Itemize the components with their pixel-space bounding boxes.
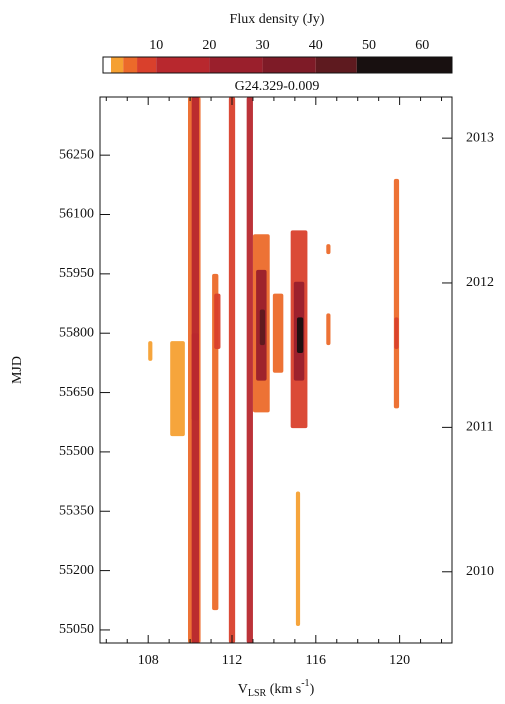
- x-tick-label: 120: [389, 653, 410, 668]
- heat-cell: [272, 293, 284, 373]
- x-tick-label: 108: [138, 653, 159, 668]
- y-tick-label: 55500: [59, 444, 94, 459]
- colorbar-segment: [315, 57, 357, 73]
- y-tick-label: 55050: [59, 622, 94, 637]
- x-axis-label: VLSR (km s-1): [238, 678, 315, 699]
- y-tick-label: 55350: [59, 503, 94, 518]
- colorbar-tick-label: 20: [202, 38, 216, 53]
- colorbar-tick-label: 30: [256, 38, 270, 53]
- plot-frame: [99, 96, 453, 644]
- heat-cell: [191, 333, 199, 421]
- x-label-sub: LSR: [248, 688, 267, 699]
- heat-cell: [394, 317, 399, 350]
- y-tick-label: 55200: [59, 563, 94, 578]
- colorbar-segment: [156, 57, 210, 73]
- colorbar-tick-label: 50: [362, 38, 376, 53]
- colorbar-frame: [102, 56, 453, 74]
- y-tick-label: 56250: [59, 147, 94, 162]
- heat-cell: [393, 178, 400, 409]
- y-tick-label: 55800: [59, 325, 94, 340]
- x-label-part: (km s: [266, 682, 301, 697]
- x-label-part: ): [310, 682, 315, 697]
- y2-tick-label: 2011: [466, 420, 493, 435]
- heat-cell: [296, 317, 304, 353]
- heat-cell: [326, 244, 331, 255]
- colorbar-segment: [209, 57, 263, 73]
- colorbar-segment: [110, 57, 124, 73]
- colorbar-tick-label: 40: [309, 38, 323, 53]
- colorbar-tick-label: 10: [149, 38, 163, 53]
- colorbar-segment: [137, 57, 157, 73]
- colorbar-segment: [262, 57, 316, 73]
- colorbar-segment: [356, 57, 452, 73]
- heat-cell: [228, 97, 236, 643]
- x-tick-label: 112: [222, 653, 242, 668]
- colorbar-segment: [103, 57, 111, 73]
- heat-cell: [148, 341, 153, 361]
- colorbar-tick-label: 60: [415, 38, 429, 53]
- x-label-sup: -1: [301, 678, 309, 689]
- y-axis-label: MJD: [10, 356, 25, 384]
- y2-tick-label: 2012: [466, 275, 494, 290]
- y2-tick-label: 2013: [466, 130, 494, 145]
- x-tick-label: 116: [306, 653, 326, 668]
- heat-cell: [246, 97, 253, 643]
- y-tick-label: 56100: [59, 207, 94, 222]
- heat-cell: [326, 313, 331, 346]
- colorbar-segment: [123, 57, 138, 73]
- heat-cell: [295, 491, 301, 626]
- heat-cell: [170, 341, 185, 437]
- y-tick-label: 55650: [59, 385, 94, 400]
- y-tick-label: 55950: [59, 266, 94, 281]
- heat-cell: [214, 293, 221, 350]
- heat-cell: [212, 273, 219, 611]
- x-label-part: V: [238, 682, 248, 697]
- chart-title: G24.329-0.009: [235, 79, 320, 94]
- y2-tick-label: 2010: [466, 564, 494, 579]
- heat-cell: [259, 309, 265, 346]
- colorbar-label: Flux density (Jy): [230, 12, 325, 27]
